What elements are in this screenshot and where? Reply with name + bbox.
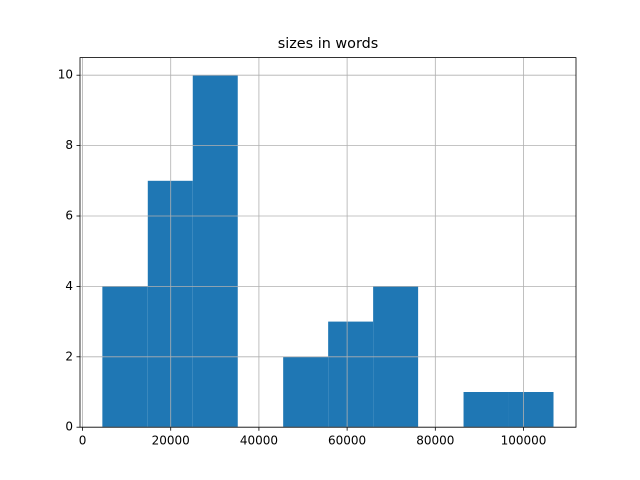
plot-frame bbox=[79, 57, 577, 428]
y-tick-label: 4 bbox=[65, 279, 73, 293]
bar bbox=[328, 321, 374, 428]
x-tick-label: 60000 bbox=[328, 434, 366, 448]
y-tick-label: 10 bbox=[58, 68, 73, 82]
bar bbox=[192, 75, 238, 428]
x-tick-label: 40000 bbox=[240, 434, 278, 448]
chart-title: sizes in words bbox=[278, 36, 379, 52]
y-tick-label: 0 bbox=[65, 420, 73, 434]
bar bbox=[283, 356, 329, 428]
x-tick-label: 80000 bbox=[416, 434, 454, 448]
y-tick-label: 8 bbox=[65, 138, 73, 152]
y-tick-label: 2 bbox=[65, 349, 73, 363]
x-tick-label: 0 bbox=[79, 434, 87, 448]
bar bbox=[463, 392, 509, 428]
bar bbox=[508, 392, 554, 428]
bar bbox=[147, 180, 193, 428]
x-tick-label: 100000 bbox=[501, 434, 547, 448]
x-tick-label: 20000 bbox=[152, 434, 190, 448]
y-tick-label: 6 bbox=[65, 209, 73, 223]
